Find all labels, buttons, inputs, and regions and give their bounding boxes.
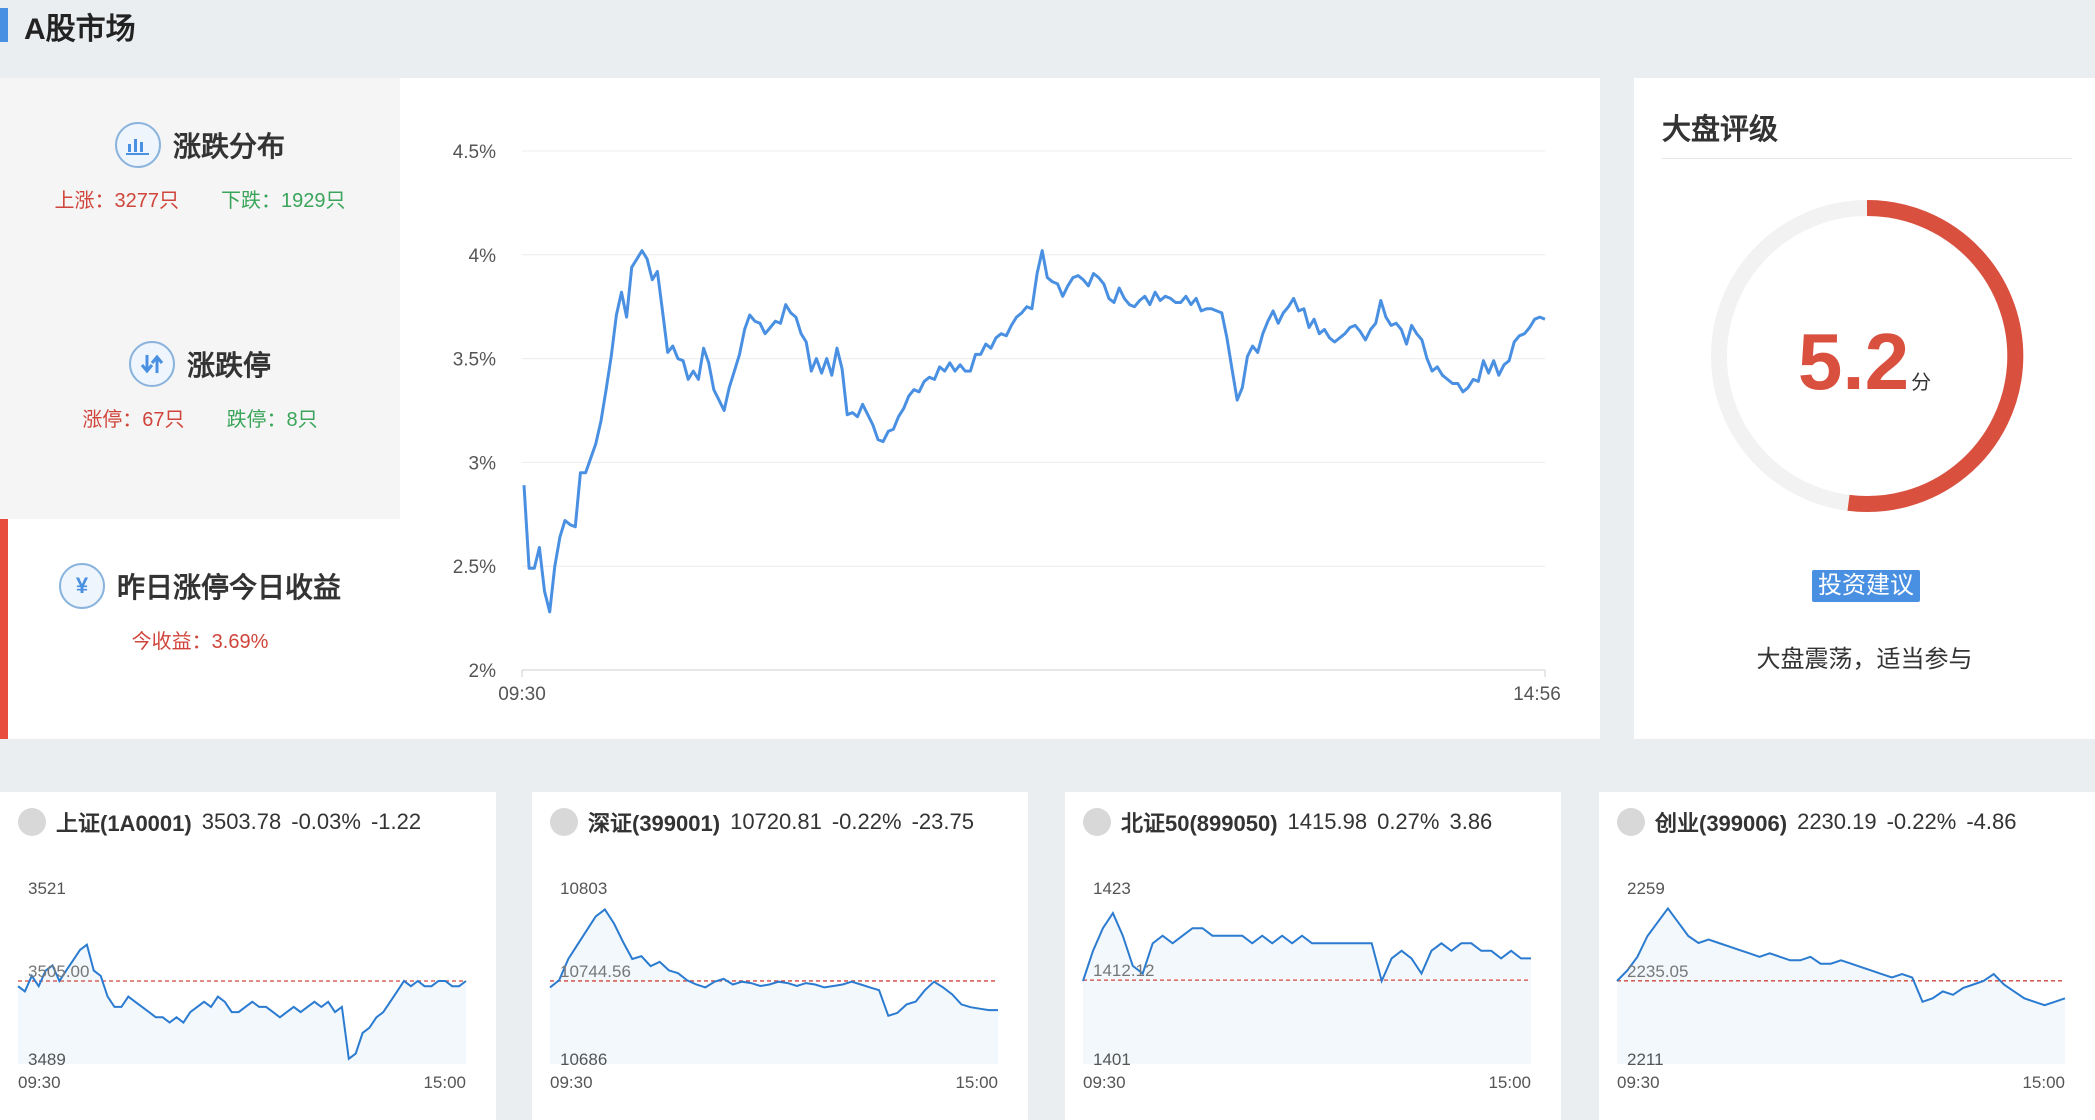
x-end-label: 15:00: [955, 1073, 998, 1092]
x-end-label: 15:00: [423, 1073, 466, 1092]
today-return: 今收益：3.69%: [131, 631, 269, 653]
clock-icon: [18, 808, 46, 836]
limit-down-count: 跌停：8只: [226, 409, 318, 431]
distribution-block[interactable]: 涨跌分布 上涨：3277只 下跌：1929只: [0, 122, 400, 213]
rating-panel: 大盘评级 5.2 分 投资建议 大盘震荡，适当参与: [1634, 78, 2095, 739]
score-unit: 分: [1911, 372, 1932, 394]
index-chg: -23.75: [911, 809, 974, 834]
stats-panel: 涨跌分布 上涨：3277只 下跌：1929只 涨跌停 涨停：67只 跌停：8只: [0, 78, 400, 519]
index-card-sz[interactable]: 10803 10744.56 10686 09:30 15:00 深证(399001) …: [532, 792, 1028, 1120]
index-card-sh[interactable]: 3521 3505.00 3489 09:30 15:00 上证(1A0001) 350…: [0, 792, 496, 1120]
index-chart-cy: 2259 2235.05 2211 09:30 15:00: [1616, 879, 2066, 1092]
y-tick-label: 3%: [469, 453, 497, 474]
clock-icon: [1617, 808, 1645, 836]
y-tick-label: 2.5%: [453, 557, 496, 578]
clock-icon: [550, 808, 578, 836]
y-top-label: 2259: [1627, 879, 1665, 898]
y-bottom-label: 3489: [28, 1050, 66, 1069]
rating-gauge: [1711, 199, 2024, 512]
clock-icon: [1083, 808, 1111, 836]
distribution-title: 涨跌分布: [172, 131, 285, 162]
index-chart-sh: 3521 3505.00 3489 09:30 15:00: [17, 879, 467, 1092]
x-tick-label: 09:30: [498, 684, 546, 705]
main-line-chart: 2% 2.5% 3% 3.5% 4% 4.5% 09:30 14:56: [453, 142, 1561, 705]
y-tick-label: 2%: [469, 661, 497, 682]
index-pct: -0.22%: [831, 809, 902, 834]
x-start-label: 09:30: [1617, 1073, 1660, 1092]
area-fill: [550, 909, 998, 1064]
main-chart-panel: 2% 2.5% 3% 3.5% 4% 4.5% 09:30 14:56: [400, 78, 1600, 739]
index-pct: -0.03%: [291, 809, 361, 834]
gauge-progress: [1847, 199, 2024, 512]
index-chg: -1.22: [370, 809, 422, 834]
index-chart-bz: 1423 1412.12 1401 09:30 15:00: [1082, 879, 1531, 1092]
up-down-arrows-icon: [128, 341, 175, 387]
y-base-label: 2235.05: [1627, 962, 1688, 981]
area-fill: [1083, 913, 1531, 1064]
y-top-label: 10803: [560, 879, 607, 898]
y-base-label: 1412.12: [1093, 961, 1154, 980]
index-price: 1415.98: [1287, 809, 1368, 834]
limit-block[interactable]: 涨跌停 涨停：67只 跌停：8只: [0, 341, 400, 432]
index-card-bz[interactable]: 1423 1412.12 1401 09:30 15:00 北证50(899050) 1…: [1065, 792, 1561, 1120]
x-end-label: 15:00: [2022, 1073, 2065, 1092]
series-line: [17, 943, 467, 1061]
index-price: 2230.19: [1797, 809, 1877, 834]
fall-count: 下跌：1929只: [221, 190, 346, 212]
section-title: A股市场: [24, 13, 136, 46]
section-header: A股市场: [0, 0, 2095, 46]
limit-up-count: 涨停：67只: [82, 409, 185, 431]
yesterday-limit-panel[interactable]: ¥ 昨日涨停今日收益 今收益：3.69%: [0, 519, 400, 739]
series-line: [549, 907, 998, 1018]
rating-title: 大盘评级: [1662, 114, 1779, 146]
bar-chart-icon: [114, 122, 161, 168]
series-line: [1082, 911, 1531, 985]
yen-icon: ¥: [58, 563, 105, 609]
rise-count: 上涨：3277只: [54, 190, 180, 212]
y-bottom-label: 2211: [1627, 1050, 1664, 1069]
index-chg: 3.86: [1449, 809, 1493, 834]
index-name: 深证(399001): [588, 811, 721, 836]
header-accent-bar: [0, 8, 8, 42]
index-name: 创业(399006): [1655, 811, 1788, 836]
x-tick-label: 14:56: [1513, 684, 1561, 705]
y-bottom-label: 10686: [560, 1050, 607, 1069]
y-tick-label: 4%: [469, 246, 497, 267]
x-start-label: 09:30: [550, 1073, 593, 1092]
y-base-label: 10744.56: [560, 962, 631, 981]
y-bottom-label: 1401: [1093, 1050, 1131, 1069]
yesterday-title: 昨日涨停今日收益: [116, 572, 341, 603]
index-card-cy[interactable]: 2259 2235.05 2211 09:30 15:00 创业(399006) 223…: [1599, 792, 2095, 1120]
y-tick-label: 4.5%: [453, 142, 496, 163]
index-price: 3503.78: [201, 809, 282, 834]
area-fill: [18, 944, 466, 1064]
active-accent-bar: [0, 519, 8, 739]
x-end-label: 15:00: [1488, 1073, 1531, 1092]
index-name: 上证(1A0001): [56, 811, 192, 836]
y-top-label: 1423: [1093, 879, 1131, 898]
score-value: 5.2: [1797, 317, 1910, 406]
index-price: 10720.81: [730, 809, 822, 834]
limit-title: 涨跌停: [186, 350, 271, 381]
advice-badge[interactable]: 投资建议: [1812, 570, 1920, 602]
advice-text: 大盘震荡，适当参与: [1756, 646, 1973, 673]
index-name: 北证50(899050): [1121, 811, 1278, 836]
y-tick-label: 3.5%: [453, 350, 496, 371]
x-start-label: 09:30: [1083, 1073, 1126, 1092]
index-chart-sz: 10803 10744.56 10686 09:30 15:00: [549, 879, 998, 1092]
x-start-label: 09:30: [18, 1073, 61, 1092]
series-line: [1616, 906, 2066, 1007]
index-pct: -0.22%: [1886, 809, 1957, 834]
index-chg: -4.86: [1966, 809, 2017, 834]
y-top-label: 3521: [28, 879, 66, 898]
rating-score: 5.2 分: [1634, 316, 2095, 408]
rating-divider: [1662, 158, 2072, 159]
index-pct: 0.27%: [1377, 809, 1440, 834]
y-base-label: 3505.00: [28, 962, 89, 981]
series-line: [522, 249, 1546, 614]
